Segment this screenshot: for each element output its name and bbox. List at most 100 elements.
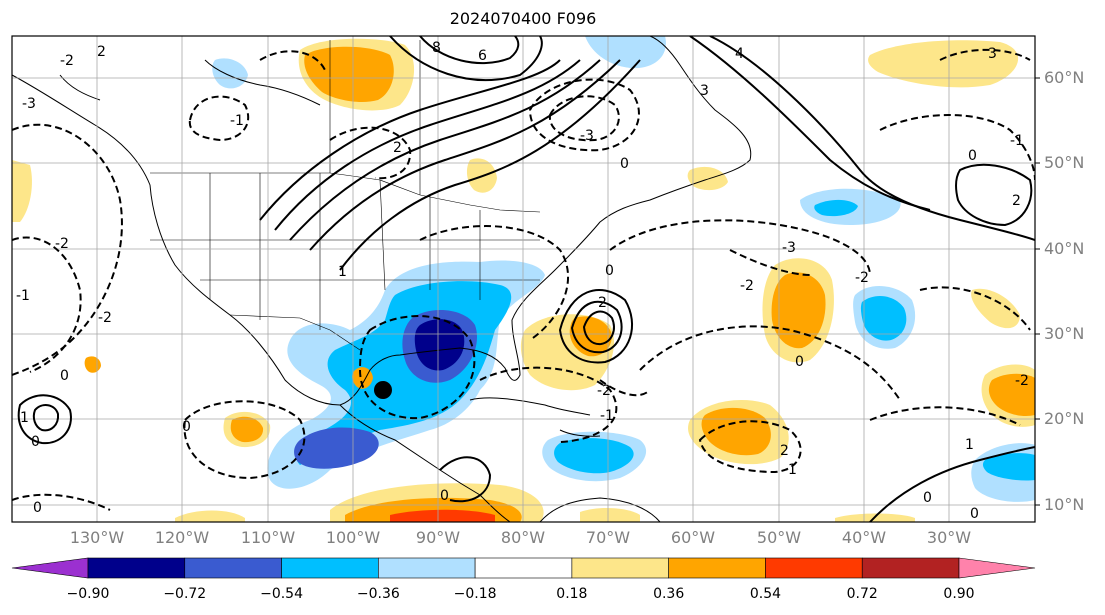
- contour-label: 3: [700, 83, 709, 99]
- colorbar-cell: [474, 557, 573, 579]
- contour-label: -2: [98, 310, 112, 326]
- negative-contours: [12, 48, 1035, 511]
- contour-label: 1: [338, 264, 347, 280]
- contour-label: 1: [965, 437, 974, 453]
- weather-map: 2 6 8 4 3 -3 -2 -1 0 1 2 -3 3 -2 0 -1 2 …: [11, 35, 1040, 523]
- anomaly-medium-blue-pacific: [294, 427, 379, 469]
- lon-label-90w: 90°W: [415, 528, 461, 547]
- contour-label: -2: [740, 278, 754, 294]
- colorbar-cell: [668, 557, 766, 579]
- contour-label: 0: [605, 263, 614, 279]
- lat-label-30n: 30°N: [1044, 324, 1085, 343]
- anomaly-yellow-azores: [971, 288, 1020, 329]
- anomaly-dark-blue-core: [414, 319, 465, 371]
- anomaly-yellow-west: [12, 160, 32, 222]
- contour-labels: 2 6 8 4 3 -3 -2 -1 0 1 2 -3 3 -2 0 -1 2 …: [16, 40, 1029, 522]
- contour-label: -3: [782, 240, 796, 256]
- colorbar-cell: [378, 557, 476, 579]
- lat-label-50n: 50°N: [1044, 153, 1085, 172]
- colorbar-tick-label: 0.36: [653, 586, 685, 602]
- contour-label: 2: [97, 44, 106, 60]
- contour-label: -2: [855, 270, 869, 286]
- contour-label: -1: [230, 113, 244, 129]
- contour-label: 0: [968, 148, 977, 164]
- colorbar-extend-max: [958, 557, 1036, 579]
- anomaly-yellow-northeast: [868, 40, 1019, 88]
- anomaly-orange-north: [304, 46, 394, 103]
- contour-label: -1: [16, 288, 30, 304]
- anomaly-light-blue-north: [585, 36, 666, 69]
- lon-label-60w: 60°W: [670, 528, 716, 547]
- contour-label: 0: [60, 368, 69, 384]
- anomaly-yellow-southwest: [175, 510, 245, 522]
- contour-label: 0: [923, 490, 932, 506]
- anomaly-yellow-southeast: [580, 508, 640, 522]
- colorbar-tick-label: −0.54: [260, 586, 303, 602]
- map-frame: [11, 35, 1036, 523]
- contour-label: 2: [780, 443, 789, 459]
- colorbar-tick-label: −0.18: [453, 586, 497, 602]
- contour-label: 0: [182, 419, 191, 435]
- anomaly-yellow-maritimes: [687, 166, 728, 191]
- colorbar-cell: [861, 557, 960, 579]
- anomaly-shading: [12, 36, 1035, 522]
- contour-label: 4: [735, 46, 744, 62]
- anomaly-red-south: [390, 509, 495, 522]
- contour-label: 0: [970, 506, 979, 522]
- lon-label-50w: 50°W: [756, 528, 802, 547]
- axis-ticks: [1035, 77, 1040, 506]
- contour-label: -2: [597, 383, 611, 399]
- anomaly-orange-pacific: [230, 416, 264, 443]
- colorbar-tick-label: 0.54: [749, 586, 782, 602]
- contour-label: 2: [598, 295, 607, 311]
- colorbar-tick-label: 0.90: [943, 586, 975, 602]
- colorbar-tick-label: −0.36: [356, 586, 400, 602]
- lat-label-60n: 60°N: [1044, 68, 1085, 87]
- lon-label-80w: 80°W: [500, 528, 546, 547]
- contour-label: -3: [22, 96, 36, 112]
- contour-label: 0: [440, 488, 449, 504]
- anomaly-light-blue-northwest: [212, 58, 248, 89]
- anomaly-orange-east: [988, 373, 1035, 416]
- map-title: 2024070400 F096: [449, 9, 597, 28]
- lon-label-70w: 70°W: [585, 528, 631, 547]
- contour-label: -2: [55, 236, 69, 252]
- contour-label: 6: [478, 48, 487, 64]
- contour-label: 2: [1012, 193, 1021, 209]
- anomaly-blue-east: [982, 453, 1035, 481]
- anomaly-orange-yucatan: [352, 367, 373, 389]
- lat-label-40n: 40°N: [1044, 239, 1085, 258]
- contour-label: 0: [620, 156, 629, 172]
- contour-label: 0: [31, 434, 40, 450]
- colorbar-tick-label: 0.18: [556, 586, 588, 602]
- anomaly-blue-north-atlantic: [814, 199, 858, 217]
- contour-label: -1: [1010, 133, 1024, 149]
- colorbar-tick-label: 0.72: [846, 586, 878, 602]
- lon-label-120w: 120°W: [154, 528, 210, 547]
- lon-label-30w: 30°W: [926, 528, 972, 547]
- colorbar-tick-label: −0.90: [66, 586, 110, 602]
- contour-label: -2: [60, 53, 74, 69]
- lon-label-130w: 130°W: [69, 528, 125, 547]
- positive-contours: [17, 36, 1035, 522]
- anomaly-blue-caribbean: [554, 438, 634, 474]
- contour-label: -1: [600, 408, 614, 424]
- contour-label: 3: [988, 46, 997, 62]
- contour-label: -2: [1015, 373, 1029, 389]
- contour-label: -3: [580, 128, 594, 144]
- contour-label: 8: [432, 40, 441, 56]
- colorbar-cell: [571, 557, 669, 579]
- lat-label-10n: 10°N: [1044, 495, 1085, 514]
- colorbar-tick-label: −0.72: [163, 586, 207, 602]
- anomaly-blue-atlantic: [860, 296, 907, 341]
- colorbar-cell: [184, 557, 282, 579]
- contour-label: 0: [33, 500, 42, 516]
- colorbar-cell: [87, 557, 186, 579]
- lat-label-20n: 20°N: [1044, 409, 1085, 428]
- contour-label: 2: [393, 140, 402, 156]
- coastlines: [12, 36, 752, 522]
- lat-lon-grid: [12, 36, 1035, 522]
- contour-label: 1: [20, 410, 29, 426]
- lon-label-110w: 110°W: [240, 528, 296, 547]
- colorbar-cell: [281, 557, 379, 579]
